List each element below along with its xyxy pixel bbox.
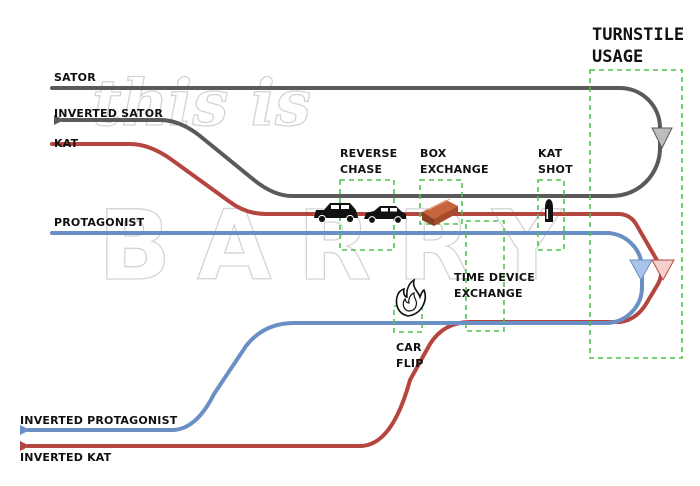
label-inverted-protagonist: INVERTED PROTAGONIST xyxy=(20,414,178,427)
kat-shot-box xyxy=(537,179,565,251)
label-inverted-sator: INVERTED SATOR xyxy=(54,107,163,120)
event-reverse-chase-line1: REVERSE xyxy=(340,147,398,160)
label-sator: SATOR xyxy=(54,71,96,84)
event-kat-shot-line2: SHOT xyxy=(538,163,573,176)
turnstile-title-line2: USAGE xyxy=(592,47,644,67)
event-box-exchange-line2: EXCHANGE xyxy=(420,163,489,176)
event-reverse-chase-line2: CHASE xyxy=(340,163,383,176)
reverse-chase-box xyxy=(339,179,395,251)
box-icon xyxy=(422,198,458,226)
event-car-flip-line2: FLIP xyxy=(396,357,424,370)
label-inverted-kat: INVERTED KAT xyxy=(20,451,112,464)
bullet-icon xyxy=(545,199,553,222)
event-time-device-line1: TIME DEVICE xyxy=(454,271,535,284)
box-exchange-box xyxy=(419,179,463,225)
protagonist-line xyxy=(20,231,644,435)
event-box-exchange-line1: BOX xyxy=(420,147,447,160)
kat-line xyxy=(20,142,663,451)
event-kat-shot: KAT SHOT xyxy=(538,146,573,178)
event-car-flip-line1: CAR xyxy=(396,341,422,354)
kat-turnstile-marker xyxy=(651,259,675,282)
event-time-device-exchange: TIME DEVICE EXCHANGE xyxy=(454,270,535,302)
label-protagonist: PROTAGONIST xyxy=(54,216,145,229)
turnstile-title-line1: TURNSTILE xyxy=(592,25,685,45)
watermark-line-1: this is xyxy=(91,65,312,141)
protagonist-turnstile-marker xyxy=(629,259,653,282)
sator-turnstile-marker xyxy=(651,127,673,150)
event-time-device-line2: EXCHANGE xyxy=(454,287,523,300)
label-kat: KAT xyxy=(54,137,79,150)
event-reverse-chase: REVERSE CHASE xyxy=(340,146,397,178)
car-icon xyxy=(314,203,358,224)
sator-line xyxy=(50,86,662,198)
event-car-flip: CAR FLIP xyxy=(396,340,423,372)
turnstile-usage-box xyxy=(589,69,683,359)
time-device-exchange-box xyxy=(465,220,505,332)
turnstile-usage-title: TURNSTILE USAGE xyxy=(592,24,684,68)
fire-icon xyxy=(395,278,426,317)
event-box-exchange: BOX EXCHANGE xyxy=(420,146,489,178)
event-kat-shot-line1: KAT xyxy=(538,147,563,160)
car-icon xyxy=(364,206,406,224)
